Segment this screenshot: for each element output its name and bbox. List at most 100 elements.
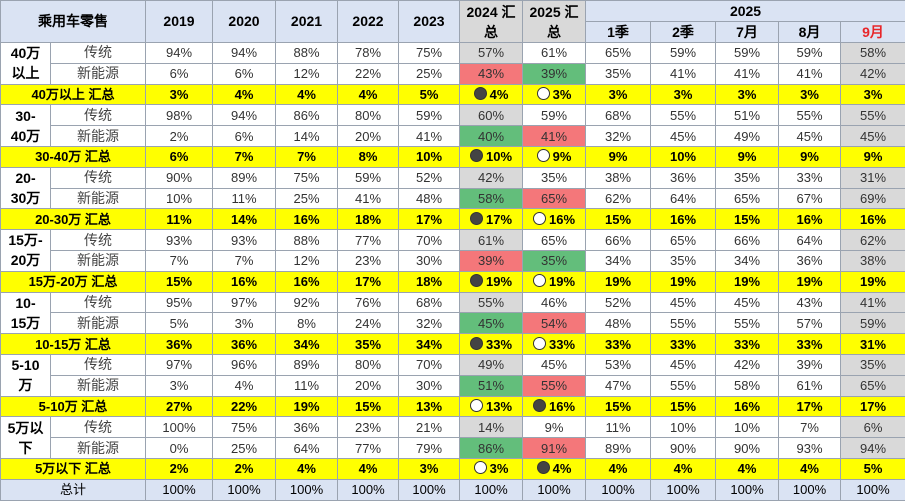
summary-cell: 33% (460, 334, 523, 355)
summary-cell: 17% (460, 209, 523, 230)
value-cell: 6% (146, 63, 213, 84)
value-cell: 23% (338, 417, 399, 438)
value-cell: 47% (586, 375, 651, 396)
circle-marker-icon (470, 149, 483, 162)
value-cell: 61% (523, 43, 586, 64)
value-cell: 10% (651, 417, 716, 438)
summary-value: 13% (486, 399, 512, 414)
value-cell: 86% (460, 438, 523, 459)
circle-marker-icon (470, 212, 483, 225)
summary-cell: 33% (779, 334, 841, 355)
summary-cell: 3% (586, 84, 651, 105)
summary-value: 4% (609, 461, 628, 476)
summary-value: 18% (416, 274, 442, 289)
summary-cell: 7% (213, 146, 276, 167)
summary-value: 19% (670, 274, 696, 289)
grand-total-cell: 100% (651, 479, 716, 500)
value-cell: 57% (460, 43, 523, 64)
value-cell: 59% (841, 313, 905, 334)
summary-value: 7% (297, 149, 316, 164)
summary-cell: 15% (146, 271, 213, 292)
value-cell: 67% (779, 188, 841, 209)
summary-cell: 17% (841, 396, 905, 417)
summary-cell: 34% (276, 334, 338, 355)
value-cell: 80% (338, 105, 399, 126)
summary-cell: 4% (716, 458, 779, 479)
summary-cell: 9% (586, 146, 651, 167)
value-cell: 35% (586, 63, 651, 84)
row-label: 传统 (51, 354, 146, 375)
summary-cell: 4% (276, 84, 338, 105)
summary-cell: 16% (213, 271, 276, 292)
col-2020: 2020 (213, 1, 276, 43)
summary-cell: 4% (338, 458, 399, 479)
group-label-line: 20- (1, 168, 50, 188)
summary-cell: 16% (523, 209, 586, 230)
summary-value: 36% (231, 337, 257, 352)
summary-cell: 15% (586, 209, 651, 230)
value-cell: 98% (146, 105, 213, 126)
summary-cell: 2% (146, 458, 213, 479)
summary-value: 16% (231, 274, 257, 289)
circle-marker-icon (533, 212, 546, 225)
summary-cell: 16% (651, 209, 716, 230)
value-cell: 11% (586, 417, 651, 438)
circle-marker-icon (537, 87, 550, 100)
summary-cell: 4% (586, 458, 651, 479)
value-cell: 65% (716, 188, 779, 209)
value-cell: 46% (523, 292, 586, 313)
col-aug: 8月 (779, 22, 841, 43)
summary-cell: 18% (399, 271, 460, 292)
summary-value: 22% (231, 399, 257, 414)
circle-marker-icon (533, 274, 546, 287)
col-2021: 2021 (276, 1, 338, 43)
value-cell: 59% (399, 105, 460, 126)
value-cell: 45% (651, 292, 716, 313)
summary-value: 9% (864, 149, 883, 164)
value-cell: 55% (460, 292, 523, 313)
row-label: 传统 (51, 417, 146, 438)
value-cell: 52% (399, 167, 460, 188)
value-cell: 42% (460, 167, 523, 188)
summary-cell: 33% (523, 334, 586, 355)
value-cell: 70% (399, 354, 460, 375)
value-cell: 100% (146, 417, 213, 438)
group-label-line: 40万 (1, 126, 50, 146)
group-label-line: 万 (1, 375, 50, 395)
value-cell: 92% (276, 292, 338, 313)
value-cell: 32% (399, 313, 460, 334)
summary-label: 10-15万 汇总 (1, 334, 146, 355)
group-label-line: 5万以 (1, 418, 50, 438)
group-label-line: 30万 (1, 188, 50, 208)
summary-label: 40万以上 汇总 (1, 84, 146, 105)
summary-value: 33% (486, 337, 512, 352)
value-cell: 76% (338, 292, 399, 313)
value-cell: 65% (523, 188, 586, 209)
summary-cell: 3% (779, 84, 841, 105)
value-cell: 88% (276, 230, 338, 251)
summary-cell: 14% (213, 209, 276, 230)
value-cell: 6% (841, 417, 905, 438)
summary-cell: 9% (523, 146, 586, 167)
value-cell: 96% (213, 354, 276, 375)
value-cell: 89% (213, 167, 276, 188)
value-cell: 7% (146, 250, 213, 271)
grand-total-label: 总计 (1, 479, 146, 500)
summary-cell: 16% (716, 396, 779, 417)
circle-marker-icon (533, 337, 546, 350)
summary-cell: 19% (841, 271, 905, 292)
value-cell: 89% (586, 438, 651, 459)
value-cell: 58% (460, 188, 523, 209)
summary-value: 4% (359, 461, 378, 476)
value-cell: 48% (586, 313, 651, 334)
summary-value: 10% (416, 149, 442, 164)
summary-value: 17% (486, 212, 512, 227)
value-cell: 49% (716, 126, 779, 147)
value-cell: 7% (779, 417, 841, 438)
